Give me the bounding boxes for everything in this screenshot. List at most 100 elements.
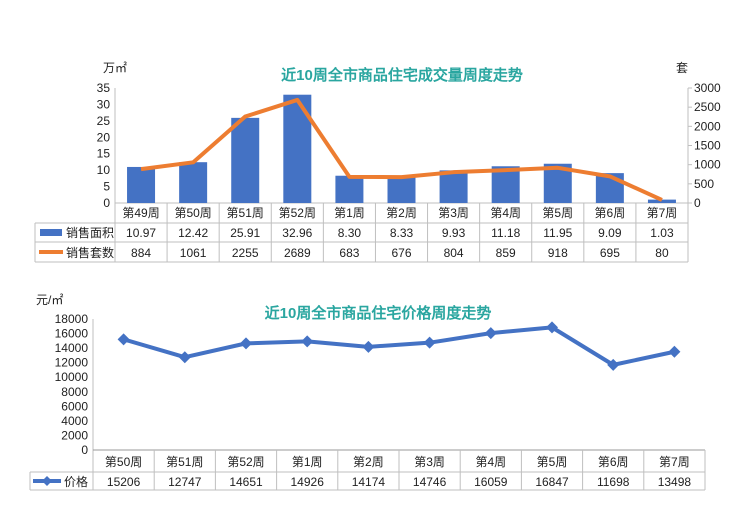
data-label-area: 11.95 [543, 226, 572, 240]
point-price [484, 327, 497, 340]
bar-sales-area [387, 175, 416, 203]
x-tick-label: 第5周 [542, 206, 573, 220]
bar-sales-area [231, 117, 260, 203]
point-price [178, 351, 191, 364]
data-label-price: 13498 [658, 475, 692, 489]
y-tick-label: 0 [81, 443, 88, 457]
x-tick-label: 第50周 [174, 206, 211, 220]
bar-sales-area [127, 166, 156, 203]
x-tick-label: 第51周 [227, 206, 264, 220]
y-tick-label: 2000 [61, 428, 88, 442]
data-label-units: 2255 [232, 246, 259, 260]
y-tick-label: 30 [97, 97, 111, 111]
point-price [668, 345, 681, 358]
y-tick-label: 14000 [55, 341, 89, 355]
y-tick-label: 10 [97, 163, 111, 177]
y-tick-label: 18000 [55, 312, 89, 326]
y2-tick-label: 1000 [694, 158, 721, 172]
data-label-units: 683 [339, 246, 359, 260]
legend-label-units: 销售套数 [66, 245, 114, 260]
data-label-price: 14651 [229, 475, 263, 489]
y-tick-label: 12000 [55, 356, 89, 370]
data-label-price: 16847 [535, 475, 569, 489]
x-tick-label: 第7周 [659, 455, 690, 469]
data-label-units: 676 [391, 246, 411, 260]
data-label-price: 14746 [413, 475, 447, 489]
y-axis-label: 元/㎡ [36, 293, 63, 307]
y-tick-label: 15 [97, 147, 111, 161]
y-axis-label: 万㎡ [103, 61, 127, 75]
point-price [117, 333, 130, 346]
x-tick-label: 第6周 [595, 206, 626, 220]
x-tick-label: 第52周 [279, 206, 316, 220]
data-label-units: 2689 [284, 246, 311, 260]
bar-sales-area [179, 162, 208, 203]
x-tick-label: 第2周 [353, 455, 384, 469]
y-tick-label: 10000 [55, 370, 89, 384]
legend-label-area: 销售面积 [66, 225, 114, 240]
data-label-price: 12747 [168, 475, 202, 489]
data-label-price: 14926 [291, 475, 325, 489]
x-tick-label: 第3周 [414, 455, 445, 469]
data-label-area: 25.91 [230, 226, 260, 240]
x-tick-label: 第51周 [166, 455, 203, 469]
data-label-area: 8.33 [390, 226, 414, 240]
data-label-units: 80 [655, 246, 669, 260]
data-label-units: 695 [600, 246, 620, 260]
data-label-area: 12.42 [178, 226, 208, 240]
bar-sales-area [439, 170, 468, 203]
data-label-price: 15206 [107, 475, 141, 489]
data-label-units: 804 [444, 246, 464, 260]
data-label-area: 8.30 [338, 226, 362, 240]
x-tick-label: 第6周 [598, 455, 629, 469]
y2-tick-label: 2500 [694, 100, 721, 114]
legend-marker-price [42, 476, 52, 486]
data-label-area: 1.03 [650, 226, 674, 240]
legend-label-price: 价格 [64, 474, 88, 489]
y2-tick-label: 0 [694, 196, 701, 210]
x-tick-label: 第3周 [438, 206, 469, 220]
y-tick-label: 0 [103, 196, 110, 210]
x-tick-label: 第49周 [122, 206, 159, 220]
data-label-area: 32.96 [282, 226, 312, 240]
y-tick-label: 20 [97, 130, 111, 144]
point-price [301, 335, 314, 348]
x-tick-label: 第1周 [292, 455, 323, 469]
chart-title: 近10周全市商品住宅价格周度走势 [265, 304, 492, 322]
data-label-area: 11.18 [491, 226, 520, 240]
point-price [423, 336, 436, 349]
y2-tick-label: 3000 [694, 81, 721, 95]
point-price [240, 337, 252, 350]
data-label-area: 9.93 [442, 226, 466, 240]
x-tick-label: 第50周 [105, 455, 142, 469]
y-tick-label: 4000 [61, 414, 88, 428]
x-tick-label: 第4周 [490, 206, 521, 220]
data-label-area: 10.97 [126, 226, 156, 240]
point-price [607, 358, 620, 371]
y2-tick-label: 2000 [694, 119, 721, 133]
y-tick-label: 6000 [61, 399, 88, 413]
data-label-price: 14174 [352, 475, 386, 489]
x-tick-label: 第7周 [647, 206, 678, 220]
y-tick-label: 25 [97, 114, 111, 128]
y-tick-label: 35 [97, 81, 111, 95]
x-tick-label: 第4周 [475, 455, 506, 469]
y-tick-label: 5 [103, 180, 110, 194]
x-tick-label: 第2周 [386, 206, 417, 220]
x-tick-label: 第1周 [334, 206, 365, 220]
x-tick-label: 第52周 [227, 455, 264, 469]
y-tick-label: 16000 [55, 327, 89, 341]
data-label-units: 918 [548, 246, 568, 260]
data-label-price: 16059 [474, 475, 508, 489]
y2-axis-label: 套 [676, 61, 688, 75]
y-tick-label: 8000 [61, 385, 88, 399]
y2-tick-label: 1500 [694, 139, 721, 153]
x-tick-label: 第5周 [537, 455, 568, 469]
point-price [546, 321, 558, 334]
data-label-units: 884 [131, 246, 151, 260]
bar-sales-area [335, 175, 364, 203]
y2-tick-label: 500 [694, 177, 714, 191]
legend-key-area [40, 229, 62, 236]
chart-title: 近10周全市商品住宅成交量周度走势 [281, 66, 523, 84]
